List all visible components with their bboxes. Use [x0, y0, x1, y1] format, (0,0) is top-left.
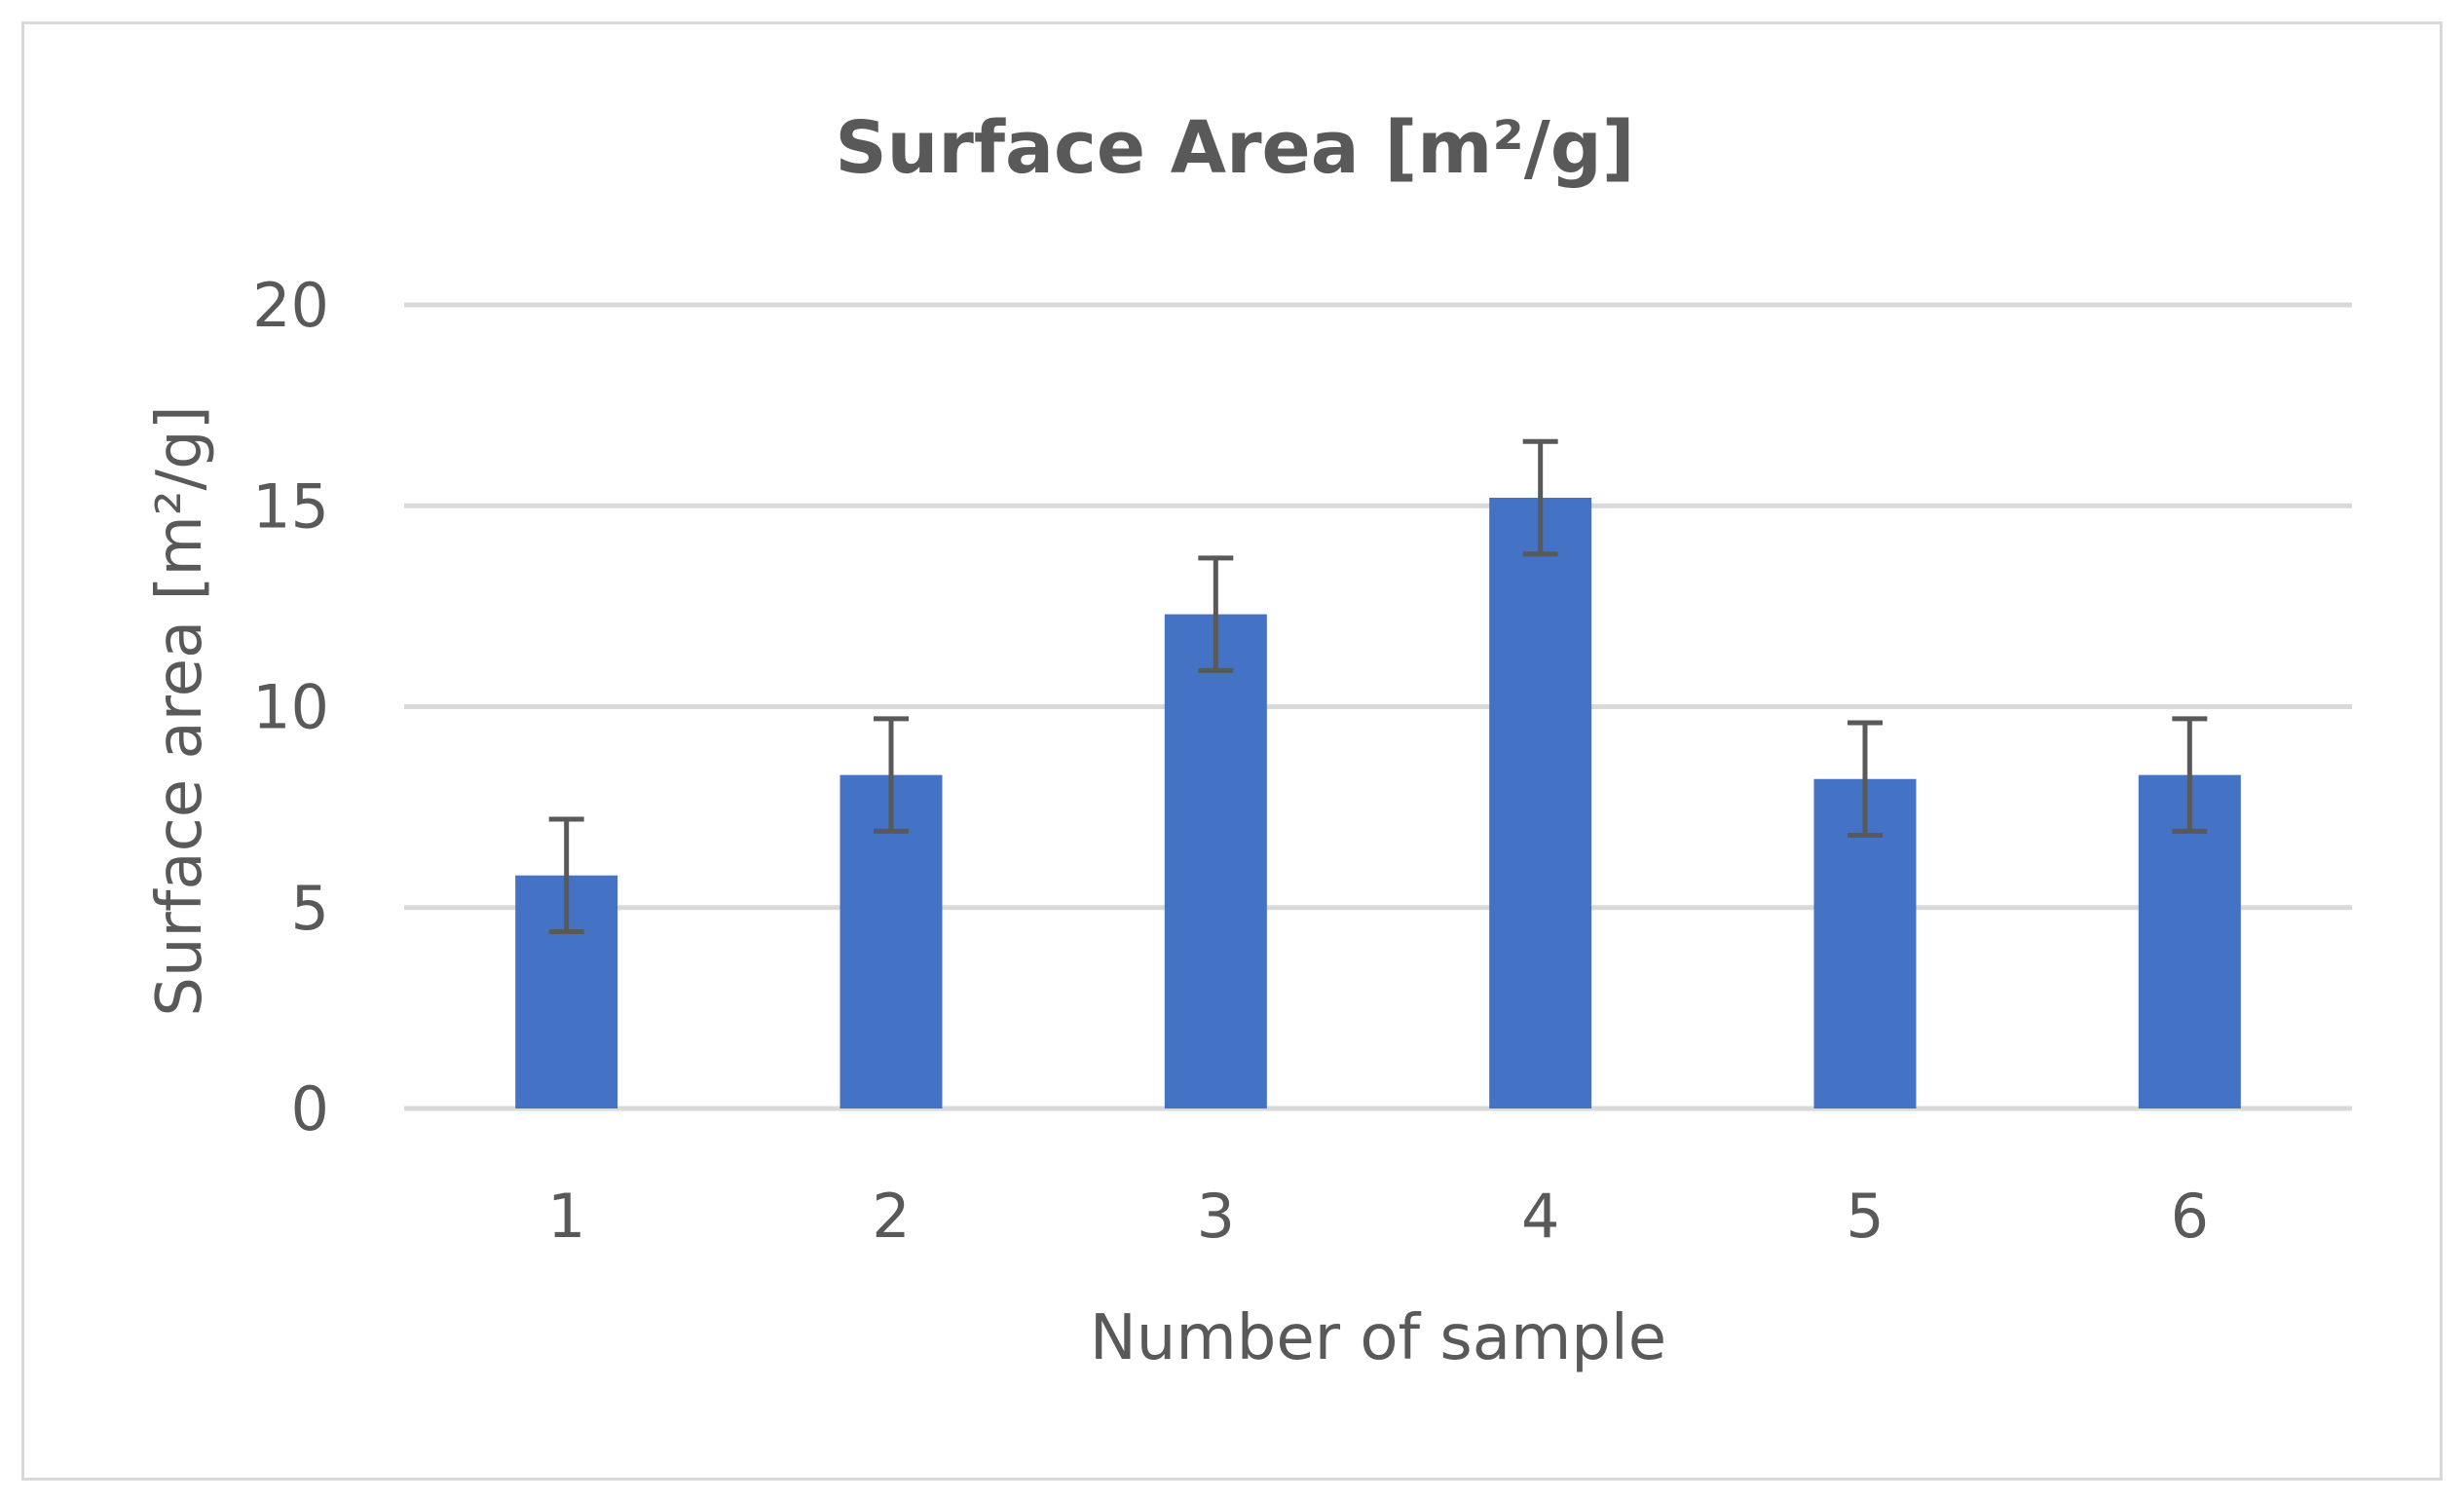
- x-tick-label: 5: [1846, 1181, 1884, 1252]
- error-bar-sample-5: [1848, 720, 1883, 838]
- x-tick-label: 2: [872, 1181, 910, 1252]
- x-tick-label: 4: [1521, 1181, 1559, 1252]
- x-tick-label: 6: [2171, 1181, 2209, 1252]
- bar-sample-4: [1489, 498, 1592, 1108]
- y-axis-ticks: 0 5 10 15 20: [252, 270, 329, 1145]
- y-tick-label: 10: [252, 672, 329, 743]
- y-axis-label: Surface area [m²/g]: [144, 405, 216, 1016]
- bar-sample-3: [1164, 614, 1267, 1108]
- gridlines: [404, 302, 2352, 1111]
- chart-title: Surface Area [m²/g]: [835, 106, 1634, 190]
- error-bar-sample-2: [874, 716, 909, 834]
- y-tick-label: 5: [291, 873, 329, 944]
- x-tick-label: 1: [547, 1181, 585, 1252]
- error-bar-sample-1: [548, 816, 584, 934]
- x-axis-ticks: 1 2 3 4 5 6: [547, 1181, 2209, 1252]
- bars: [515, 498, 2241, 1108]
- error-bar-sample-3: [1198, 555, 1234, 673]
- y-tick-label: 20: [252, 270, 329, 341]
- x-tick-label: 3: [1197, 1181, 1235, 1252]
- error-bars: [548, 438, 2208, 934]
- y-tick-label: 0: [291, 1073, 329, 1145]
- error-bar-sample-4: [1522, 438, 1558, 557]
- error-bar-sample-6: [2172, 716, 2208, 834]
- y-tick-label: 15: [252, 470, 329, 542]
- x-axis-label: Number of sample: [1090, 1302, 1666, 1374]
